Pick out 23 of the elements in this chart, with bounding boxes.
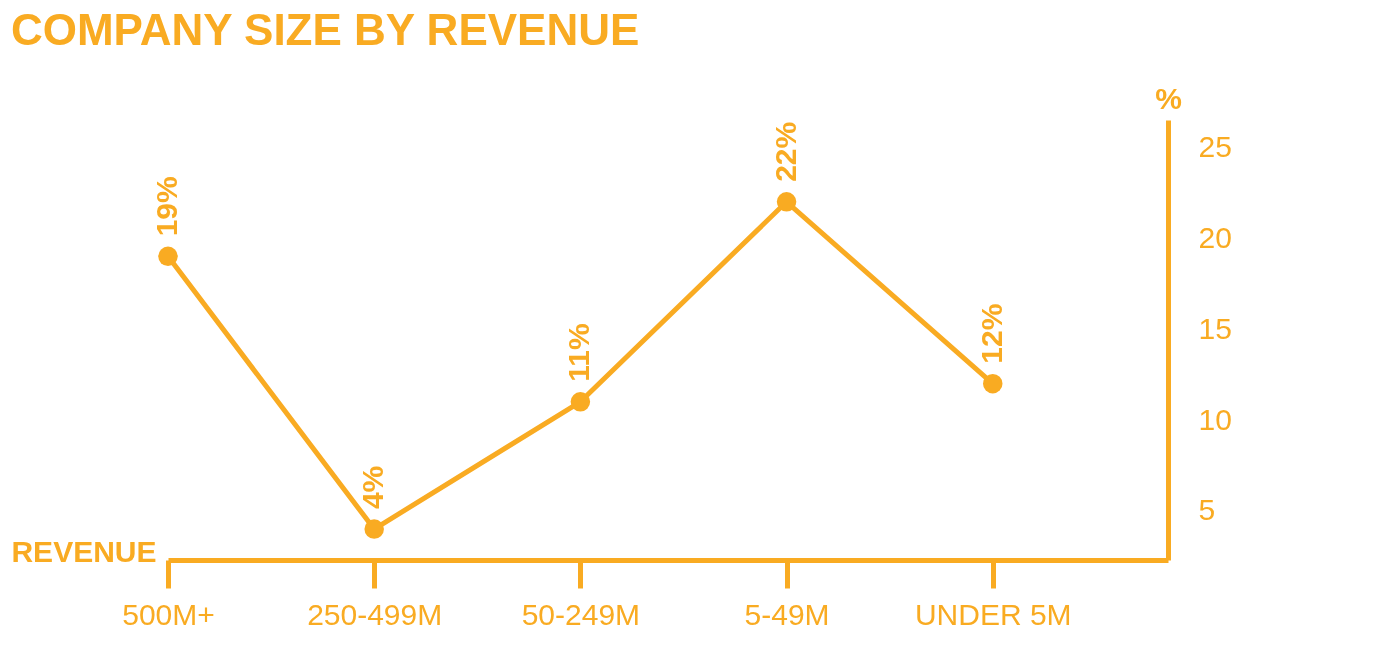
y-axis-title: % [1155,81,1182,115]
point [364,519,384,539]
y-tick-label: 15 [1198,311,1232,345]
point [570,392,591,412]
x-tick-label: 50-249M [521,597,641,631]
data-label: 12% [974,303,1008,364]
point [776,192,797,212]
x-axis-title: REVENUE [11,534,157,568]
chart-title: COMPANY SIZE BY REVENUE [10,5,640,54]
data-label: 19% [150,176,183,237]
data-label: 11% [562,323,596,382]
data-label: 4% [356,465,390,510]
point [983,373,1003,394]
data-label: 22% [768,121,802,182]
y-tick-label: 10 [1198,402,1232,436]
x-tick-label: 5-49M [744,597,830,631]
y-tick-label: 20 [1198,220,1232,254]
point [158,246,178,267]
x-tick-label: UNDER 5M [914,597,1072,631]
y-tick-label: 5 [1198,493,1216,527]
x-tick-label: 500M+ [122,597,215,631]
x-tick-label: 250-499M [307,597,443,631]
y-tick-label: 25 [1198,129,1232,163]
